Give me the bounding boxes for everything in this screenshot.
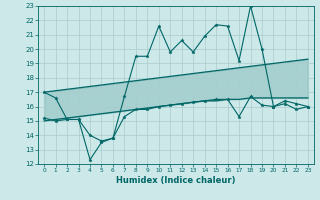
X-axis label: Humidex (Indice chaleur): Humidex (Indice chaleur) <box>116 176 236 185</box>
